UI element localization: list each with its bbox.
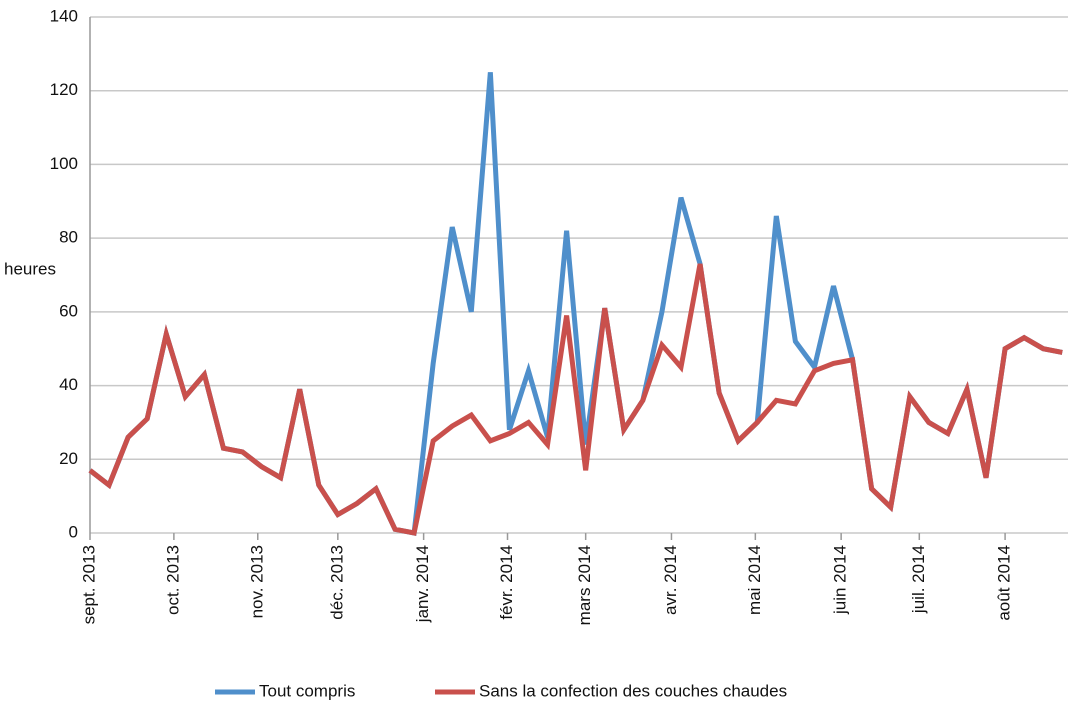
x-tick-label: mai 2014 — [745, 545, 764, 615]
x-tick-label: juil. 2014 — [909, 545, 928, 614]
series-line — [88, 72, 1063, 536]
y-tick-label: 140 — [50, 6, 78, 25]
series-line — [88, 263, 1063, 536]
y-tick-label: 100 — [50, 154, 78, 173]
x-tick-label: déc. 2013 — [327, 545, 346, 620]
x-tick-label: avr. 2014 — [661, 545, 680, 615]
x-tick-label: févr. 2014 — [497, 545, 516, 620]
y-tick-label: 0 — [69, 522, 78, 541]
x-tick-label: oct. 2013 — [163, 545, 182, 615]
x-tick-label: juin 2014 — [831, 545, 850, 615]
legend-label: Sans la confection des couches chaudes — [479, 681, 787, 700]
x-tick-label: janv. 2014 — [413, 545, 432, 623]
y-tick-label: 20 — [59, 449, 78, 468]
y-tick-label: 40 — [59, 375, 78, 394]
x-tick-label: sept. 2013 — [79, 545, 98, 624]
y-tick-label: 80 — [59, 228, 78, 247]
y-tick-label: 120 — [50, 80, 78, 99]
x-tick-label: août 2014 — [995, 545, 1014, 621]
legend-label: Tout compris — [259, 681, 355, 700]
x-tick-label: mars 2014 — [575, 545, 594, 625]
x-tick-label: nov. 2013 — [247, 545, 266, 618]
y-tick-label: 60 — [59, 301, 78, 320]
y-axis-label: heures — [4, 259, 56, 278]
